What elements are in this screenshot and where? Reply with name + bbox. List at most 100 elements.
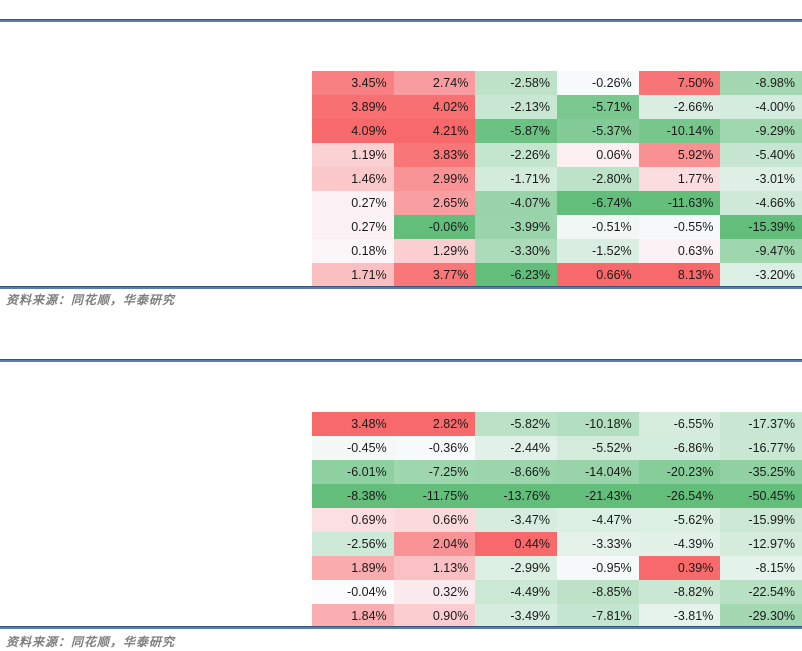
heatmap-cell: -4.39%: [638, 532, 721, 556]
heatmap-cell: 3.83%: [393, 143, 476, 167]
heatmap-cell: -0.26%: [556, 71, 639, 95]
heatmap-cell: -8.98%: [720, 71, 802, 95]
heatmap-cell: 4.02%: [393, 95, 476, 119]
heatmap-cell: -4.47%: [556, 508, 639, 532]
heatmap-cell: -7.81%: [556, 604, 639, 628]
heatmap-cell: -22.54%: [720, 580, 802, 604]
heatmap-cell: -8.66%: [475, 460, 557, 484]
heatmap-cell: -2.44%: [475, 436, 557, 460]
heatmap-cell: -1.71%: [475, 167, 557, 191]
figure1-bottom-rule: [0, 286, 802, 289]
heatmap-cell: 2.74%: [393, 71, 476, 95]
heatmap-cell: -12.97%: [720, 532, 802, 556]
heatmap-cell: -5.52%: [556, 436, 639, 460]
figure2-bottom-rule: [0, 626, 802, 629]
heatmap-cell: -0.04%: [312, 580, 394, 604]
heatmap-cell: -8.85%: [556, 580, 639, 604]
heatmap-cell: -5.82%: [475, 412, 557, 436]
heatmap-cell: -3.47%: [475, 508, 557, 532]
heatmap-cell: -11.75%: [393, 484, 476, 508]
heatmap-cell: -15.39%: [720, 215, 802, 239]
heatmap-cell: 1.29%: [393, 239, 476, 263]
heatmap-cell: -2.58%: [475, 71, 557, 95]
heatmap-cell: 4.21%: [393, 119, 476, 143]
figure1-heatmap-table: 3.45% 2.74% -2.58% -0.26% 7.50% -8.98% 3.89% 4.…: [312, 71, 802, 287]
heatmap-cell: -5.37%: [556, 119, 639, 143]
heatmap-cell: -8.15%: [720, 556, 802, 580]
heatmap-cell: -26.54%: [638, 484, 721, 508]
heatmap-cell: -5.87%: [475, 119, 557, 143]
heatmap-cell: -10.18%: [556, 412, 639, 436]
heatmap-cell: 3.77%: [393, 263, 476, 287]
figure2-top-rule: [0, 359, 802, 362]
heatmap-cell: -50.45%: [720, 484, 802, 508]
heatmap-cell: -16.77%: [720, 436, 802, 460]
heatmap-cell: -5.71%: [556, 95, 639, 119]
heatmap-cell: 2.99%: [393, 167, 476, 191]
heatmap-cell: -13.76%: [475, 484, 557, 508]
heatmap-cell: -2.66%: [638, 95, 721, 119]
figure1-source-note: 资料来源：同花顺，华泰研究: [6, 293, 176, 307]
heatmap-cell: -0.55%: [638, 215, 721, 239]
heatmap-cell: 3.45%: [312, 71, 394, 95]
heatmap-cell: -9.47%: [720, 239, 802, 263]
heatmap-cell: 3.89%: [312, 95, 394, 119]
heatmap-cell: -6.23%: [475, 263, 557, 287]
heatmap-cell: -14.04%: [556, 460, 639, 484]
heatmap-cell: -15.99%: [720, 508, 802, 532]
heatmap-cell: -17.37%: [720, 412, 802, 436]
heatmap-cell: -3.30%: [475, 239, 557, 263]
heatmap-cell: -3.33%: [556, 532, 639, 556]
heatmap-cell: 0.44%: [475, 532, 557, 556]
heatmap-cell: -2.13%: [475, 95, 557, 119]
heatmap-cell: -2.56%: [312, 532, 394, 556]
heatmap-cell: -6.74%: [556, 191, 639, 215]
heatmap-cell: 0.18%: [312, 239, 394, 263]
heatmap-cell: -11.63%: [638, 191, 721, 215]
heatmap-cell: 7.50%: [638, 71, 721, 95]
heatmap-cell: 0.66%: [556, 263, 639, 287]
heatmap-cell: 2.65%: [393, 191, 476, 215]
heatmap-cell: -7.25%: [393, 460, 476, 484]
heatmap-cell: -21.43%: [556, 484, 639, 508]
heatmap-cell: -2.80%: [556, 167, 639, 191]
heatmap-cell: 1.84%: [312, 604, 394, 628]
heatmap-cell: 4.09%: [312, 119, 394, 143]
heatmap-cell: -0.95%: [556, 556, 639, 580]
heatmap-cell: -0.45%: [312, 436, 394, 460]
heatmap-cell: -6.01%: [312, 460, 394, 484]
heatmap-cell: -4.00%: [720, 95, 802, 119]
figure2-source-note: 资料来源：同花顺，华泰研究: [6, 635, 176, 649]
heatmap-cell: -29.30%: [720, 604, 802, 628]
heatmap-cell: -8.82%: [638, 580, 721, 604]
heatmap-cell: -10.14%: [638, 119, 721, 143]
heatmap-cell: -2.99%: [475, 556, 557, 580]
heatmap-cell: 1.19%: [312, 143, 394, 167]
heatmap-cell: -5.40%: [720, 143, 802, 167]
heatmap-cell: -9.29%: [720, 119, 802, 143]
heatmap-cell: -4.49%: [475, 580, 557, 604]
heatmap-cell: -3.99%: [475, 215, 557, 239]
heatmap-cell: -4.07%: [475, 191, 557, 215]
heatmap-cell: 0.32%: [393, 580, 476, 604]
heatmap-cell: 5.92%: [638, 143, 721, 167]
heatmap-cell: 0.69%: [312, 508, 394, 532]
heatmap-cell: -3.20%: [720, 263, 802, 287]
heatmap-cell: 1.13%: [393, 556, 476, 580]
heatmap-cell: 2.82%: [393, 412, 476, 436]
heatmap-cell: 0.66%: [393, 508, 476, 532]
heatmap-cell: 0.39%: [638, 556, 721, 580]
heatmap-cell: 1.77%: [638, 167, 721, 191]
heatmap-cell: 0.06%: [556, 143, 639, 167]
heatmap-cell: -8.38%: [312, 484, 394, 508]
heatmap-cell: -0.36%: [393, 436, 476, 460]
heatmap-cell: -0.06%: [393, 215, 476, 239]
heatmap-cell: 1.71%: [312, 263, 394, 287]
heatmap-cell: 0.63%: [638, 239, 721, 263]
figure2-heatmap-table: 3.48% 2.82% -5.82% -10.18% -6.55% -17.37% -0.4…: [312, 412, 802, 628]
heatmap-cell: 1.46%: [312, 167, 394, 191]
heatmap-cell: -6.86%: [638, 436, 721, 460]
heatmap-cell: -3.81%: [638, 604, 721, 628]
heatmap-cell: -20.23%: [638, 460, 721, 484]
heatmap-cell: 1.89%: [312, 556, 394, 580]
